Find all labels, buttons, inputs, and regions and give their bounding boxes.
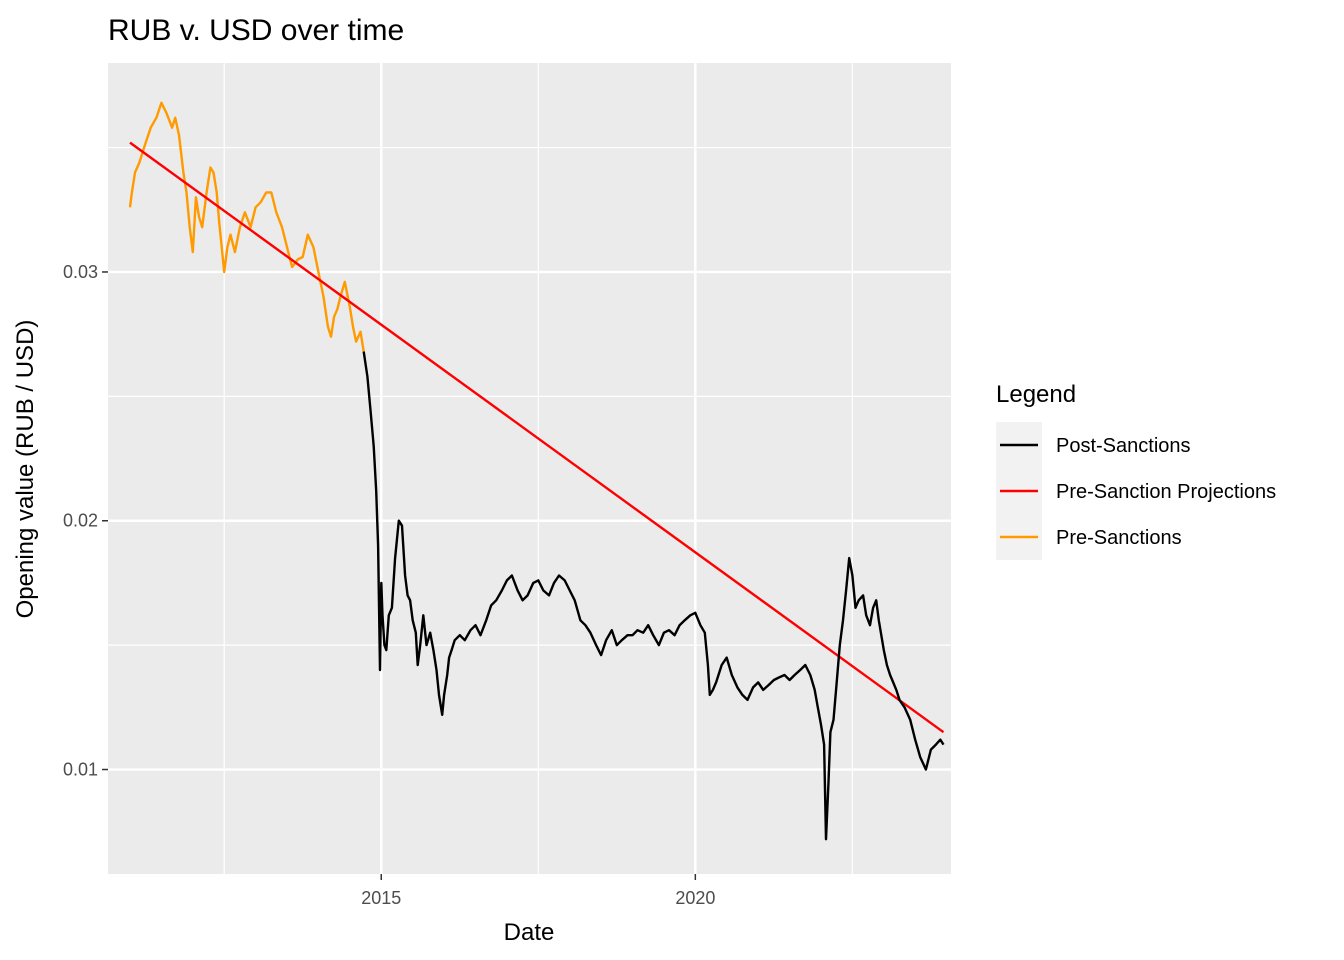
y-tick-label: 0.03 [63, 262, 98, 282]
plot-panel [108, 63, 951, 874]
series-line-post-sanctions [362, 351, 945, 841]
x-tick-label: 2015 [361, 888, 401, 908]
series-line-pre-sanction-projections [129, 141, 945, 734]
x-axis-title: Date [504, 919, 555, 946]
legend-label: Pre-Sanctions [1056, 527, 1182, 549]
series-line-pre-sanctions [128, 101, 365, 352]
y-axis-title: Opening value (RUB / USD) [12, 320, 39, 619]
series-lines [128, 101, 945, 841]
legend-label: Pre-Sanction Projections [1056, 481, 1276, 503]
x-tick-label: 2020 [675, 888, 715, 908]
x-axis-ticks: 2015 2020 [361, 874, 715, 908]
legend-title: Legend [996, 381, 1076, 408]
legend-entries: Post-Sanctions Pre-Sanction Projections Pr… [996, 422, 1276, 560]
legend-label: Post-Sanctions [1056, 435, 1191, 457]
y-tick-label: 0.02 [63, 511, 98, 531]
y-axis-ticks: 0.01 0.02 0.03 [63, 262, 108, 780]
major-gridlines [108, 63, 951, 874]
y-tick-label: 0.01 [63, 760, 98, 780]
minor-gridlines [108, 63, 951, 874]
legend: Legend Post-Sanctions Pre-Sanction Projec… [996, 381, 1276, 560]
chart-title: RUB v. USD over time [108, 14, 404, 47]
